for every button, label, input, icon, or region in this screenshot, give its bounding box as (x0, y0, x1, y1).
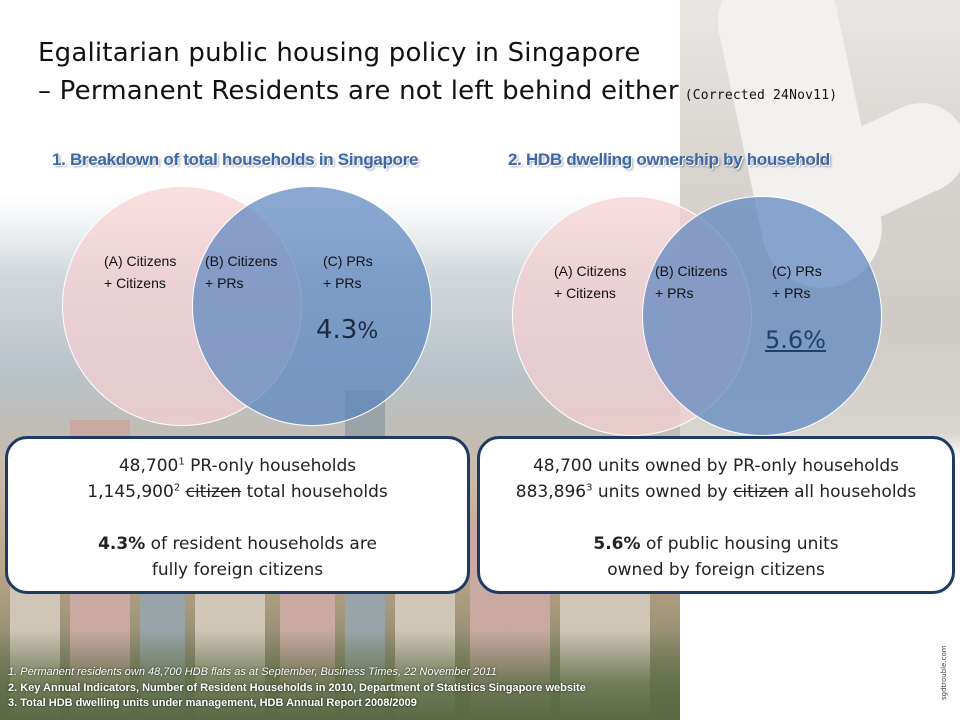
venn1-pct-value: 4.3 (316, 315, 358, 345)
title-correction: (Corrected 24Nov11) (684, 88, 838, 103)
box2-line2: 883,8963 units owned by citizen all hous… (515, 482, 917, 502)
page-title: Egalitarian public housing policy in Sin… (38, 34, 837, 115)
section1-heading: 1. Breakdown of total households in Sing… (52, 150, 419, 169)
title-line2: – Permanent Residents are not left behin… (38, 76, 679, 106)
box1-line3: 4.3% of resident households are (98, 534, 377, 554)
box2-line4: owned by foreign citizens (607, 560, 825, 580)
footnote-3: 3. Total HDB dwelling units under manage… (8, 697, 417, 709)
venn1-pct-sign: % (357, 319, 379, 344)
venn1-label-c: (C) PRs + PRs (323, 253, 373, 291)
venn1-percentage: 4.3% (316, 315, 378, 345)
section2-heading: 2. HDB dwelling ownership by household (508, 150, 831, 169)
venn1-pr-circle (192, 186, 432, 426)
venn1-label-b: (B) Citizens + PRs (205, 253, 278, 291)
footnote-1: 1. Permanent residents own 48,700 HDB fl… (8, 666, 497, 678)
footnote-2: 2. Key Annual Indicators, Number of Resi… (8, 681, 586, 694)
box2-line1: 48,700 units owned by PR-only households (532, 456, 900, 476)
box2-line3: 5.6% of public housing units (593, 534, 839, 554)
venn2-pr-circle (642, 196, 882, 436)
title-line1: Egalitarian public housing policy in Sin… (38, 38, 641, 68)
watermark: sgdtrouble.com (940, 645, 948, 700)
venn2-label-a: (A) Citizens + Citizens (554, 263, 627, 301)
venn1-label-a: (A) Citizens + Citizens (104, 253, 177, 291)
section1-info-box: 48,7001 PR-only households 1,145,9002 ci… (5, 436, 470, 594)
venn2-label-b: (B) Citizens + PRs (655, 263, 728, 301)
box1-line1: 48,7001 PR-only households (118, 456, 357, 476)
box1-line2: 1,145,9002 citizen total households (87, 482, 388, 502)
venn2-percentage-link[interactable]: 5.6% (765, 326, 826, 354)
trees-shape (0, 630, 680, 720)
box1-line4: fully foreign citizens (151, 560, 324, 580)
venn2-label-c: (C) PRs + PRs (772, 263, 822, 301)
footnotes: 1. Permanent residents own 48,700 HDB fl… (8, 665, 586, 712)
section2-info-box: 48,700 units owned by PR-only households… (477, 436, 955, 594)
